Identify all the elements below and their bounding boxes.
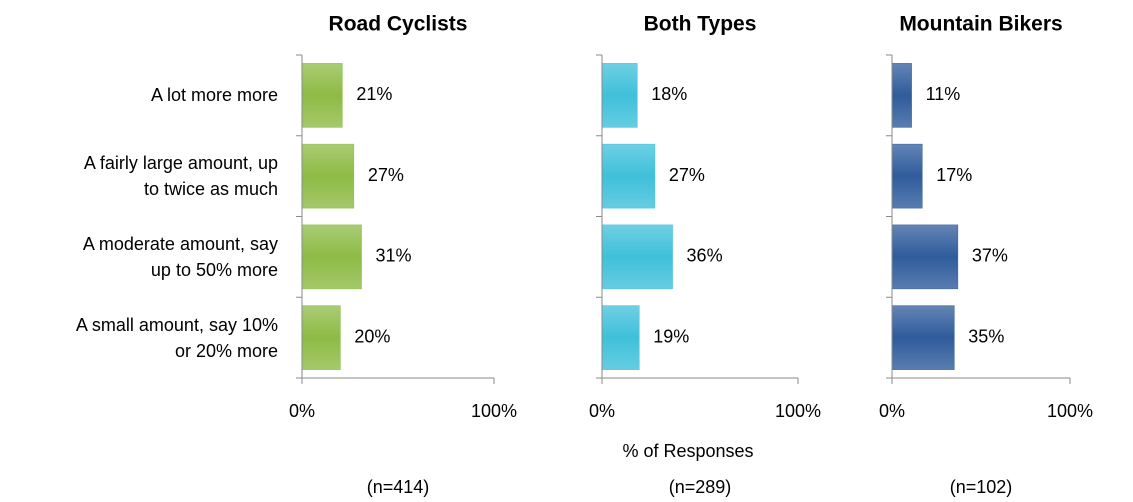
bar [301,305,341,370]
value-label: 18% [651,84,687,104]
category-label: A moderate amount, say up to 50% more [82,233,278,280]
value-label: 17% [936,165,972,185]
value-label: 36% [687,246,723,266]
x-tick-label: 100% [471,401,517,421]
x-axis-label: % of Responses [622,441,753,461]
value-label: 27% [669,165,705,185]
value-label: 21% [356,84,392,104]
bar [301,143,355,209]
x-tick-label: 0% [879,401,905,421]
panel-title: Road Cyclists [329,13,468,36]
panel-title: Mountain Bikers [899,13,1062,36]
x-tick-label: 100% [775,401,821,421]
x-tick-label: 0% [289,401,315,421]
category-label: A fairly large amount, up to twice as mu… [83,153,278,200]
value-label: 31% [376,246,412,266]
value-label: 20% [354,326,390,346]
bar [601,224,673,290]
bar [891,224,959,290]
value-label: 11% [926,84,961,104]
bar [601,305,640,370]
bar [891,63,912,128]
category-label: A lot more more [150,85,278,106]
bar [601,143,656,209]
bar [891,143,923,209]
x-tick-label: 0% [589,401,615,421]
x-tick-label: 100% [1047,401,1093,421]
bar [301,224,362,290]
value-label: 37% [972,246,1008,266]
bar [601,63,638,128]
value-label: 35% [968,326,1004,346]
value-label: 27% [368,165,404,185]
sample-size: (n=414) [367,477,430,497]
bar [891,305,955,370]
bar [301,63,343,128]
sample-size: (n=102) [950,477,1013,497]
sample-size: (n=289) [669,477,732,497]
value-label: 19% [653,326,689,346]
category-label: A small amount, say 10% or 20% more [75,314,278,361]
panel-title: Both Types [644,13,757,36]
